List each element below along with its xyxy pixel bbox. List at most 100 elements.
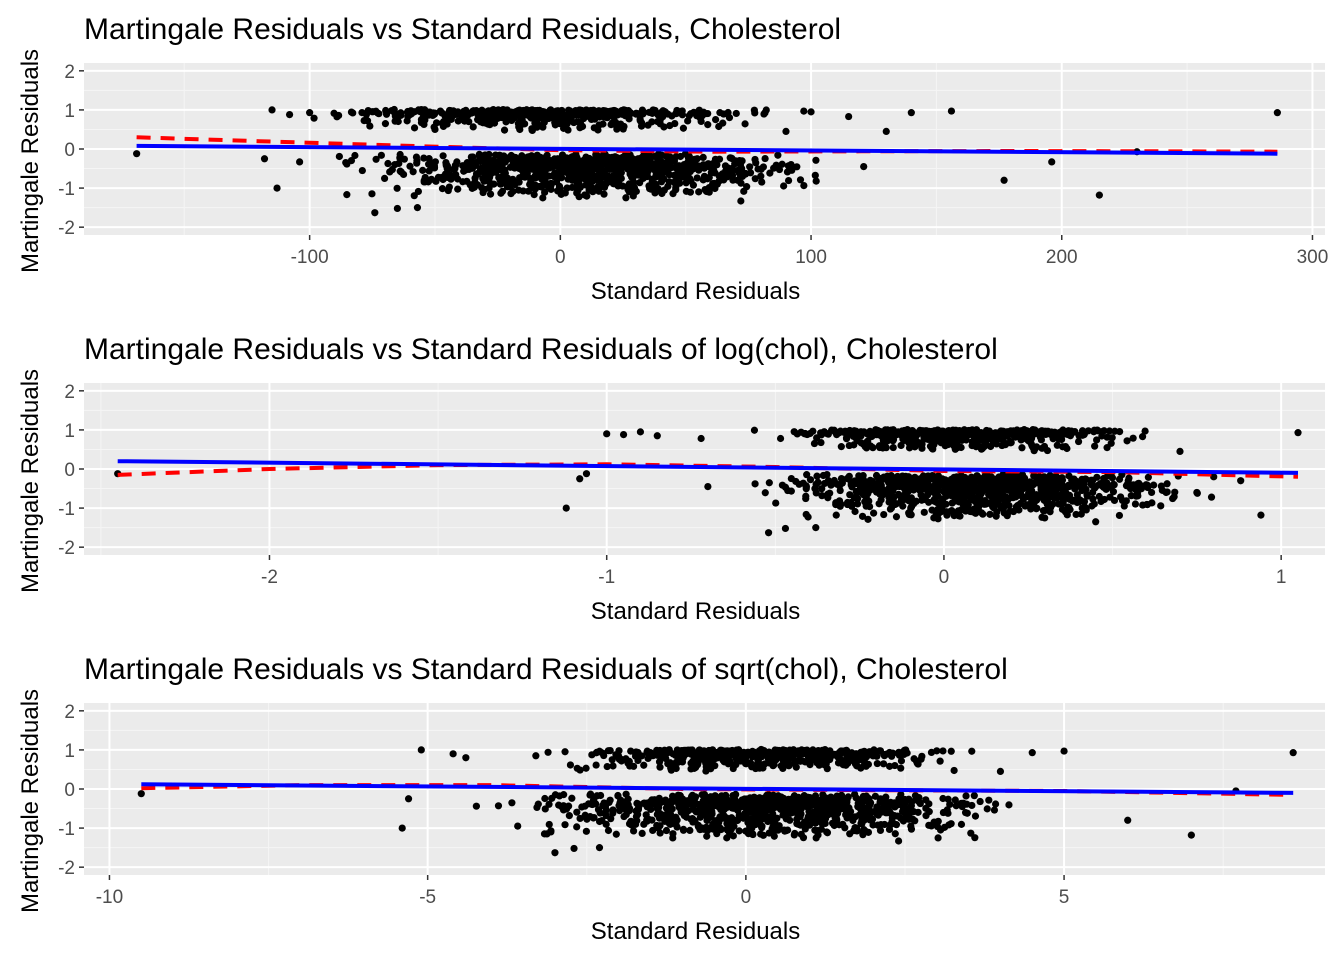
data-point — [812, 156, 820, 164]
data-point — [706, 807, 714, 815]
data-point — [782, 127, 790, 136]
data-point — [656, 763, 664, 771]
data-point — [636, 117, 644, 125]
data-point — [851, 507, 859, 516]
data-point — [425, 111, 433, 119]
data-point — [600, 190, 608, 198]
data-point — [133, 150, 141, 158]
data-point — [439, 152, 447, 160]
data-point — [706, 747, 714, 755]
data-point — [440, 172, 448, 181]
y-tick-label: -1 — [58, 179, 75, 200]
data-point — [774, 792, 782, 800]
y-tick-label: 2 — [64, 62, 75, 83]
data-point — [372, 155, 380, 163]
data-point — [475, 110, 484, 118]
data-point — [561, 821, 569, 829]
data-point — [574, 170, 582, 179]
data-point — [781, 524, 790, 533]
data-point — [754, 756, 762, 764]
y-tick-label: 1 — [64, 101, 75, 122]
data-point — [377, 151, 385, 159]
data-point — [886, 762, 894, 770]
data-point — [643, 817, 651, 825]
data-point — [508, 799, 516, 807]
data-point — [948, 434, 956, 442]
data-point — [1024, 436, 1032, 444]
data-point — [657, 158, 665, 166]
data-point — [1007, 439, 1015, 447]
data-point — [1257, 511, 1265, 519]
data-point — [531, 119, 539, 127]
data-point — [453, 158, 461, 166]
data-point — [1074, 437, 1083, 446]
data-point — [674, 166, 683, 174]
data-point — [776, 434, 785, 443]
data-point — [605, 172, 613, 180]
data-point — [779, 749, 787, 758]
data-point — [996, 767, 1005, 776]
data-point — [764, 529, 773, 537]
data-point — [936, 757, 944, 765]
data-point — [403, 117, 411, 125]
data-point — [873, 759, 881, 768]
data-point — [438, 185, 447, 193]
data-point — [698, 112, 706, 120]
data-point — [1078, 486, 1086, 495]
data-point — [694, 759, 702, 767]
data-point — [598, 155, 606, 163]
data-point — [410, 124, 419, 132]
data-point — [936, 826, 945, 834]
data-point — [812, 177, 820, 185]
x-tick-label: 0 — [939, 567, 950, 588]
smooth-line-red-dashed — [136, 135, 1278, 154]
data-point — [756, 821, 764, 829]
data-point — [559, 165, 567, 173]
data-point — [961, 809, 970, 817]
data-point — [593, 164, 601, 172]
data-point — [718, 794, 726, 802]
data-point — [1103, 478, 1111, 487]
data-point — [882, 127, 890, 136]
data-point — [573, 808, 581, 816]
data-point — [596, 809, 604, 817]
data-point — [780, 826, 788, 834]
data-point — [925, 498, 933, 506]
data-point — [917, 442, 926, 450]
data-point — [1066, 495, 1074, 503]
data-point — [770, 814, 778, 822]
data-point — [875, 430, 883, 438]
data-point — [891, 830, 899, 838]
data-point — [751, 480, 759, 488]
data-point — [430, 162, 439, 170]
data-point — [1031, 444, 1039, 452]
data-point — [458, 113, 466, 121]
data-point — [884, 477, 892, 485]
data-point — [1115, 511, 1124, 520]
data-point — [590, 124, 598, 132]
data-point — [614, 182, 622, 190]
data-point — [696, 807, 704, 815]
data-point — [749, 830, 757, 839]
data-point — [500, 126, 509, 134]
data-point — [852, 478, 860, 486]
data-point — [844, 793, 852, 801]
data-point — [819, 791, 827, 799]
data-point — [705, 188, 713, 196]
data-point — [682, 179, 690, 187]
data-point — [925, 800, 933, 808]
data-point — [1013, 478, 1021, 486]
data-point — [618, 154, 626, 162]
data-point — [899, 474, 907, 482]
data-point — [1001, 441, 1010, 449]
data-point — [810, 794, 818, 802]
data-point — [897, 764, 905, 772]
data-point — [807, 108, 815, 116]
data-point — [643, 747, 651, 755]
data-point — [990, 806, 999, 814]
data-point — [993, 508, 1001, 516]
data-point — [894, 481, 902, 490]
data-point — [802, 485, 810, 493]
data-point — [722, 167, 730, 175]
data-point — [570, 844, 578, 853]
